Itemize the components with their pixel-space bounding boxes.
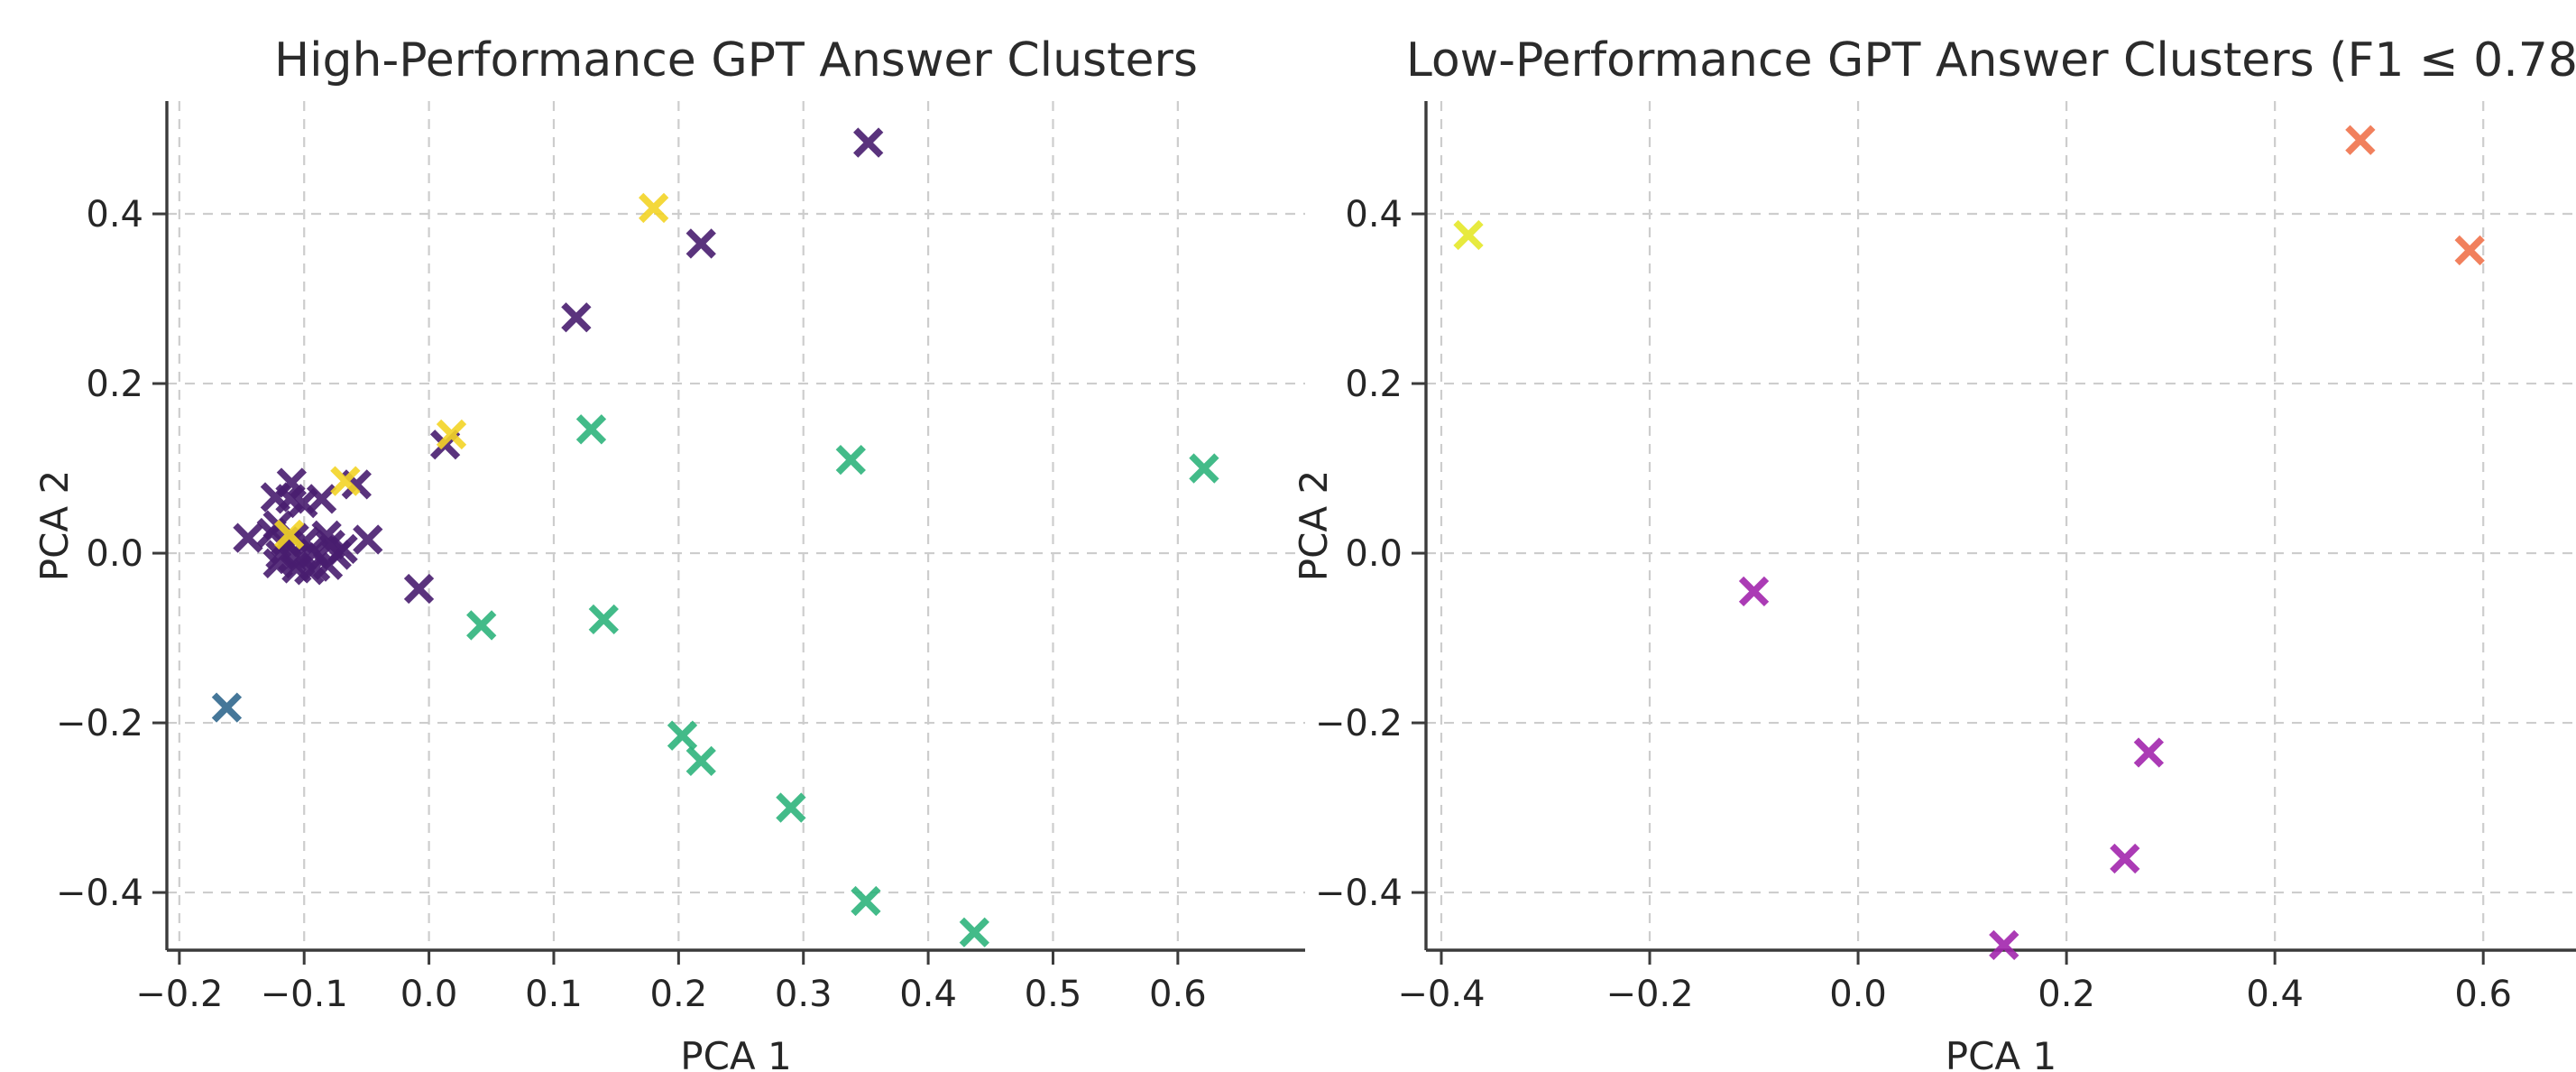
data-point-marker xyxy=(306,484,337,514)
data-point-marker xyxy=(330,466,361,496)
y-tick-label: 0.2 xyxy=(1345,364,1403,405)
x-axis-label: PCA 1 xyxy=(1946,1034,2056,1072)
y-tick-label: 0.4 xyxy=(1345,194,1403,236)
data-point-marker xyxy=(2133,737,2165,768)
data-point-marker xyxy=(685,228,716,259)
data-point-marker xyxy=(561,302,592,333)
y-tick-label: 0.4 xyxy=(86,194,143,236)
series-cluster-magenta xyxy=(1738,576,2165,961)
x-tick-label: 0.5 xyxy=(1025,974,1082,1015)
data-point-marker xyxy=(835,444,866,476)
y-tick-label: −0.4 xyxy=(56,873,143,914)
x-tick-label: 0.3 xyxy=(775,974,833,1015)
x-tick-label: −0.2 xyxy=(1605,974,1693,1015)
data-point-marker xyxy=(211,692,243,723)
data-point-marker xyxy=(403,573,435,605)
data-point-marker xyxy=(776,792,806,823)
data-point-marker xyxy=(1989,929,2019,961)
y-tick-label: 0.0 xyxy=(1345,533,1403,575)
x-tick-label: −0.4 xyxy=(1397,974,1485,1015)
data-point-marker xyxy=(2110,843,2140,874)
data-point-marker xyxy=(273,519,305,550)
data-point-marker xyxy=(436,419,467,450)
y-tick-label: −0.2 xyxy=(56,703,143,744)
data-point-marker xyxy=(959,917,989,947)
x-tick-label: −0.2 xyxy=(135,974,223,1015)
series-cluster-yellow xyxy=(1453,219,1484,251)
x-tick-label: 0.1 xyxy=(525,974,583,1015)
y-axis-label: PCA 2 xyxy=(1292,470,1336,581)
data-point-marker xyxy=(639,192,669,224)
data-point-marker xyxy=(466,610,497,641)
x-tick-label: 0.2 xyxy=(2038,974,2095,1015)
subplot-0: −0.2 −0.1 0.0 0.1 0.2 0.3 0.4 0.5 0.6 −0.4 −0.2 0.0… xyxy=(32,33,1305,1072)
data-point-marker xyxy=(353,524,383,555)
x-tick-label: 0.0 xyxy=(400,974,458,1015)
data-point-marker xyxy=(588,604,619,635)
x-tick-label: 0.2 xyxy=(650,974,708,1015)
data-point-marker xyxy=(853,127,884,158)
y-tick-label: −0.2 xyxy=(1315,703,1403,744)
series-cluster-yellow xyxy=(273,192,669,550)
data-point-marker xyxy=(1189,453,1219,484)
data-point-marker xyxy=(1453,219,1484,251)
x-tick-label: 0.6 xyxy=(1149,974,1207,1015)
data-point-marker xyxy=(667,720,698,751)
y-axis-label: PCA 2 xyxy=(32,470,77,581)
chart-title: Low-Performance GPT Answer Clusters (F1 … xyxy=(1406,33,2576,88)
y-tick-label: 0.2 xyxy=(86,364,143,405)
subplot-1: −0.4 −0.2 0.0 0.2 0.4 0.6 −0.4 −0.2 0.0 0.2 0.4 Low… xyxy=(1292,33,2576,1072)
x-tick-label: −0.1 xyxy=(261,974,348,1015)
data-point-marker xyxy=(2454,235,2485,266)
data-point-marker xyxy=(233,522,263,553)
chart-title: High-Performance GPT Answer Clusters xyxy=(274,33,1198,88)
x-axis-label: PCA 1 xyxy=(680,1034,791,1072)
y-tick-label: 0.0 xyxy=(86,533,143,575)
x-tick-label: 0.4 xyxy=(899,974,957,1015)
series-cluster-orange xyxy=(2345,125,2485,266)
data-point-marker xyxy=(851,885,881,917)
data-point-marker xyxy=(312,550,344,580)
x-tick-label: 0.4 xyxy=(2246,974,2304,1015)
x-tick-label: 0.0 xyxy=(1829,974,1887,1015)
series-cluster-blue xyxy=(211,692,243,723)
data-point-marker xyxy=(575,414,607,445)
x-tick-label: 0.6 xyxy=(2454,974,2512,1015)
series-cluster-green xyxy=(466,414,1219,947)
y-tick-label: −0.4 xyxy=(1315,873,1403,914)
data-point-marker xyxy=(276,467,308,498)
data-point-marker xyxy=(685,745,716,777)
data-point-marker xyxy=(2345,125,2376,155)
data-point-marker xyxy=(1738,576,1770,607)
